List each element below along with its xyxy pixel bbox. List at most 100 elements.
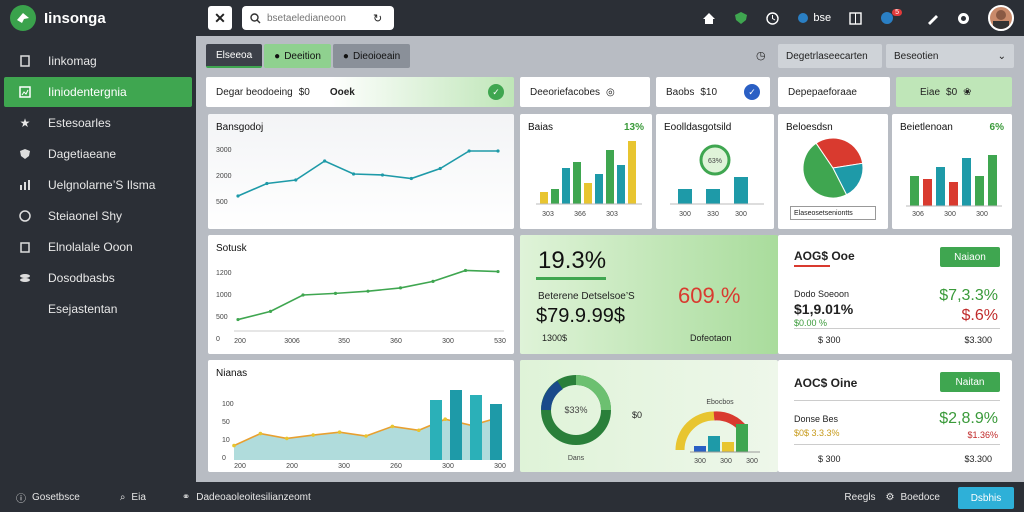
sidebar-item-6[interactable]: Elnolalale Ooon	[4, 232, 192, 262]
data-point	[366, 289, 370, 293]
main-content: Elseeoa ● Deeition ● Dieoioeain ◷ Degetrla…	[196, 36, 1024, 482]
avatar[interactable]	[988, 5, 1014, 31]
sidebar-item-label: Esejastentan	[48, 302, 118, 316]
logo-icon	[10, 5, 36, 31]
gear-icon: ⚙	[885, 491, 895, 503]
stat-label: Eiae	[920, 86, 941, 98]
kpi-big-value: 19.3%	[538, 247, 607, 274]
semi-title: Ebocbos	[706, 399, 734, 406]
stat-card-1[interactable]: Deeoriefacobes ◎	[520, 77, 650, 107]
kpi-button-2[interactable]: Naitan	[940, 372, 1000, 392]
bar	[734, 177, 748, 204]
shield-icon[interactable]	[734, 11, 748, 25]
donut-card[interactable]: $33% Dans $0 Ebocbos 300 300 300	[520, 360, 778, 472]
stat-card-4[interactable]: Eiae $0 ❀	[896, 77, 1012, 107]
bottom-item-1[interactable]: ⌕ Eia	[120, 492, 146, 503]
grid-icon[interactable]	[849, 11, 862, 25]
stat-label: Deeoriefacobes	[530, 86, 601, 98]
bar	[562, 168, 570, 204]
line-chart-1: 3000 2000 500	[216, 147, 500, 206]
bottom-right-0[interactable]: Reegls	[844, 492, 875, 503]
clock-icon[interactable]	[766, 11, 780, 25]
data-point	[431, 279, 435, 283]
refresh-icon[interactable]: ↻	[373, 12, 383, 25]
stat-card-3[interactable]: Depepaeforaae	[778, 77, 890, 107]
area-bar	[490, 404, 502, 460]
kpi-card-2[interactable]: AOC$ Oine Naitan Donse Bes $0$ 3.3.3% $2…	[778, 360, 1012, 472]
data-point	[496, 269, 500, 274]
check-icon: ✓	[488, 84, 504, 100]
card-title: Eoolldasgotsild	[664, 122, 732, 133]
series-line	[237, 269, 499, 321]
donut-mini-card[interactable]: Eoolldasgotsild 63% 300 330 300	[656, 114, 774, 229]
bluebird-icon[interactable]: bse	[797, 12, 831, 24]
notify-icon[interactable]: 5	[880, 8, 908, 25]
kpi-green-card[interactable]: 19.3% Beterene Detselsoe’S $79.9.99$ 609…	[520, 235, 778, 354]
sidebar-item-5[interactable]: Steiaonel Shy	[4, 201, 192, 231]
pie-chart-card[interactable]: Beloesdsn Elaseosetseniontts	[778, 114, 888, 229]
tool-icon[interactable]	[926, 12, 939, 25]
home-icon[interactable]	[702, 12, 716, 25]
x-tick-label: 350	[338, 338, 350, 345]
bar-chart-card-2[interactable]: Beietlenoan 6% 306 300 300	[892, 114, 1012, 229]
button-label: Naitan	[955, 376, 985, 388]
bar	[573, 162, 581, 204]
clock-icon[interactable]: ◷	[756, 50, 766, 62]
sidebar-item-1[interactable]: Iiniodentergnia	[4, 77, 192, 107]
tab-1[interactable]: ● Deeition	[264, 44, 331, 68]
bar	[975, 176, 984, 206]
filter-right[interactable]: Beseotien ⌄	[886, 44, 1014, 68]
bottom-item-0[interactable]: ⓘ Gosetbsce	[16, 490, 80, 505]
bottom-label: Dadeoaoleoitesilianzeomt	[196, 491, 311, 503]
search-box[interactable]: ↻	[242, 6, 394, 30]
bar-chart-card-1[interactable]: Baias 13% 303 366 303	[520, 114, 652, 229]
stat-card-0[interactable]: Degar beodoeing $0 Ooek ✓	[206, 77, 514, 107]
close-button[interactable]: ✕	[208, 6, 232, 30]
gift-icon[interactable]	[957, 12, 970, 25]
sidebar-item-7[interactable]: Dosodbasbs	[4, 263, 192, 293]
sidebar-item-0[interactable]: Iinkomag	[4, 46, 192, 76]
filter-left[interactable]: Degetrlaseecarten	[778, 44, 882, 68]
y-tick-label: 0	[222, 455, 226, 462]
app-logo[interactable]: Iinsonga	[0, 0, 196, 36]
tab-0[interactable]: Elseeoa	[206, 44, 263, 68]
copy-icon	[18, 240, 32, 254]
tab-2[interactable]: ● Dieoioeain	[332, 44, 411, 68]
search-input[interactable]	[267, 12, 367, 24]
document-icon	[18, 54, 32, 68]
star-icon: ★	[19, 116, 31, 130]
kpi-card-1[interactable]: AOG$ Ooe Naiaon Dodo Soeoon $1,9.01% $0.…	[778, 235, 1012, 354]
donut-segment	[541, 380, 563, 411]
kpi-foot-right: $3.300	[964, 454, 992, 464]
bar	[936, 167, 945, 206]
sidebar-item-3[interactable]: Dagetiaeane	[4, 139, 192, 169]
data-point	[337, 430, 342, 434]
bottom-item-2[interactable]: ⚭ Dadeoaoleoitesilianzeomt	[182, 492, 311, 503]
line-chart-card-1[interactable]: Bansgodoj 3000 2000 500	[208, 114, 514, 229]
bar	[722, 442, 734, 452]
sidebar-item-2[interactable]: ★ Estesoarles	[4, 108, 192, 138]
card-title: Baias	[528, 122, 554, 133]
kpi-green-value: $7,3.3%	[939, 287, 998, 304]
area-chart-card[interactable]: Nianas 100 50 10 0 200 200 300 260 300 300	[208, 360, 514, 472]
kpi-title: AOG$ Ooe	[794, 249, 855, 263]
kpi-value: $1,9.01%	[794, 301, 854, 317]
sidebar-item-4[interactable]: Uelgnolarne’S Ilsma	[4, 170, 192, 200]
donut-big-chart: $33% Dans	[541, 375, 611, 462]
stat-card-2[interactable]: Baobs $10 ✓	[656, 77, 770, 107]
check-circle-icon: ✓	[744, 84, 760, 100]
kpi-line1: Donse Bes	[794, 414, 839, 424]
line-chart-card-2[interactable]: Sotusk 1200 1000 500 0 200 3006 350 360 300 530	[208, 235, 514, 354]
line-chart-2: 1200 1000 500 0 200 3006 350 360 300 530	[216, 268, 506, 345]
kpi-button-1[interactable]: Naiaon	[940, 247, 1000, 267]
check-icon: ●	[274, 50, 281, 62]
x-tick-label: 300	[338, 463, 350, 470]
info-icon: ◎	[606, 86, 615, 98]
donut-segment	[575, 375, 611, 411]
pie-slice	[802, 142, 848, 199]
share-button[interactable]: Dsbhis	[958, 487, 1014, 509]
stack-icon	[18, 271, 32, 285]
kpi-green-value: $2,8.9%	[939, 410, 998, 427]
bottom-right-1[interactable]: ⚙ Boedoce	[886, 492, 940, 503]
sidebar-item-8[interactable]: Esejastentan	[4, 294, 192, 324]
